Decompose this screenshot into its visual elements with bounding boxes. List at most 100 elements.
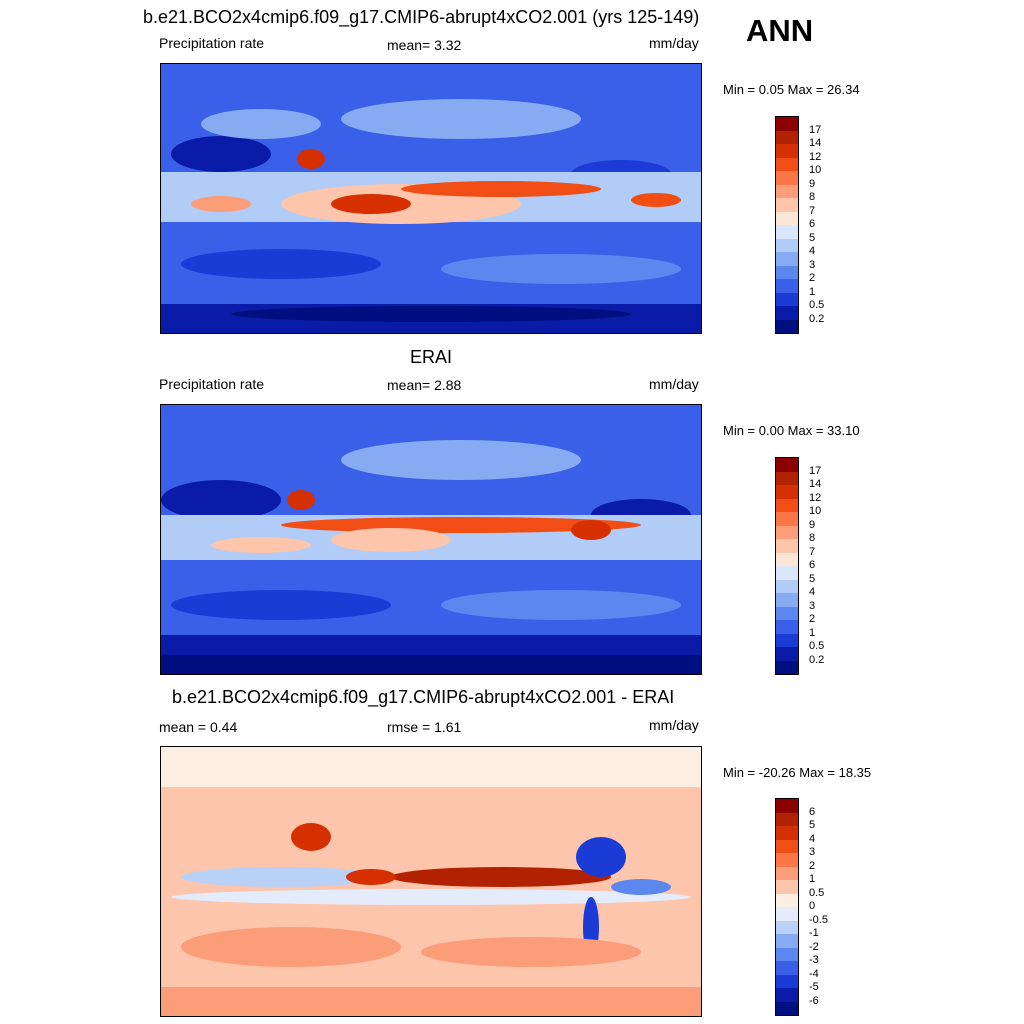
colorbar-swatch [776, 458, 798, 472]
colorbar-tick-label: 7 [809, 545, 816, 558]
colorbar-tick-label: 1 [809, 873, 816, 885]
colorbar-tick-label: -5 [809, 981, 819, 993]
colorbar-swatch [776, 920, 798, 934]
colorbar-tick-label: 4 [809, 586, 816, 598]
colorbar-tick-label: 2 [809, 613, 816, 625]
colorbar-swatch [776, 620, 798, 634]
colorbar-swatch [776, 826, 798, 840]
colorbar-swatch [776, 238, 798, 252]
panel1-mean-label: mean= 3.32 [387, 37, 462, 53]
colorbar-tick-label: -4 [809, 967, 819, 980]
panel2-mean-label: mean= 2.88 [387, 377, 462, 393]
panel2-title: ERAI [410, 347, 453, 367]
colorbar-tick-label: -0.5 [809, 913, 828, 926]
colorbar-swatch [776, 279, 798, 293]
panel2-colorbar: 17 14 12 10 9 8 7 6 5 4 3 2 1 0.5 0.2 [775, 457, 824, 675]
panel1-map [160, 63, 702, 334]
colorbar-swatch [776, 988, 798, 1002]
panel1-colorbar: 17 14 12 10 9 8 7 6 5 4 3 2 1 0.5 0.2 [775, 116, 824, 334]
colorbar-swatch [776, 853, 798, 867]
colorbar-tick-label: 4 [809, 832, 816, 845]
colorbar-swatch [776, 961, 798, 975]
colorbar-tick-label: -1 [809, 927, 819, 939]
colorbar-swatch [776, 319, 798, 333]
colorbar-swatch [776, 593, 798, 607]
panel3-title: b.e21.BCO2x4cmip6.f09_g17.CMIP6-abrupt4x… [172, 687, 675, 707]
panel1-variable-label: Precipitation rate [159, 35, 265, 51]
colorbar-swatch [776, 306, 798, 320]
colorbar-tick-label: -6 [809, 994, 819, 1007]
colorbar-swatch [776, 525, 798, 539]
colorbar-tick-label: 12 [809, 491, 822, 504]
season-label: ANN [746, 13, 814, 48]
panel3-map-field [161, 747, 701, 1016]
colorbar-tick-label: 0.2 [809, 653, 825, 666]
colorbar-tick-label: 12 [809, 150, 822, 163]
colorbar-tick-label: 6 [809, 218, 816, 230]
colorbar-tick-label: 9 [809, 177, 816, 190]
panel3-colorbar-swatches [775, 798, 799, 1016]
colorbar-tick-label: 3 [809, 599, 816, 612]
colorbar-swatch [776, 606, 798, 620]
colorbar-swatch [776, 880, 798, 894]
panel2-variable-label: Precipitation rate [159, 376, 265, 392]
panel3-units: mm/day [649, 717, 699, 733]
colorbar-swatch [776, 539, 798, 553]
colorbar-swatch [776, 566, 798, 580]
panel3-rmse-label: rmse = 1.61 [387, 719, 462, 735]
colorbar-tick-label: 10 [809, 505, 822, 517]
colorbar-swatch [776, 265, 798, 279]
colorbar-swatch [776, 866, 798, 880]
colorbar-swatch [776, 198, 798, 212]
colorbar-tick-label: 5 [809, 819, 816, 831]
colorbar-tick-label: 5 [809, 572, 816, 585]
colorbar-tick-label: 0.5 [809, 886, 825, 899]
colorbar-swatch [776, 117, 798, 131]
colorbar-swatch [776, 184, 798, 198]
colorbar-swatch [776, 660, 798, 674]
colorbar-swatch [776, 1001, 798, 1015]
colorbar-swatch [776, 812, 798, 826]
colorbar-swatch [776, 498, 798, 512]
panel1-colorbar-swatches [775, 116, 799, 334]
colorbar-swatch [776, 839, 798, 853]
colorbar-tick-label: 8 [809, 532, 816, 544]
panel3-colorbar: 6 5 4 3 2 1 0.5 0 -0.5 -1 -2 -3 -4 -5 -6 [775, 798, 828, 1016]
colorbar-swatch [776, 934, 798, 948]
colorbar-tick-label: 2 [809, 859, 816, 872]
colorbar-tick-label: 3 [809, 846, 816, 858]
panel3-minmax: Min = -20.26 Max = 18.35 [723, 765, 872, 780]
colorbar-tick-label: 0.2 [809, 312, 825, 325]
panel2-minmax: Min = 0.00 Max = 33.10 [723, 423, 860, 438]
colorbar-tick-label: 0 [809, 900, 816, 912]
colorbar-swatch [776, 579, 798, 593]
panel2-colorbar-swatches [775, 457, 799, 675]
colorbar-swatch [776, 225, 798, 239]
colorbar-tick-label: 4 [809, 245, 816, 257]
colorbar-swatch [776, 211, 798, 225]
panel1-title: b.e21.BCO2x4cmip6.f09_g17.CMIP6-abrupt4x… [143, 7, 700, 27]
colorbar-tick-label: -2 [809, 940, 819, 953]
colorbar-swatch [776, 907, 798, 921]
colorbar-swatch [776, 552, 798, 566]
colorbar-tick-label: 6 [809, 559, 816, 571]
colorbar-tick-label: 9 [809, 518, 816, 531]
colorbar-swatch [776, 144, 798, 158]
colorbar-tick-label: 7 [809, 204, 816, 217]
colorbar-swatch [776, 893, 798, 907]
panel3-mean-label: mean = 0.44 [159, 719, 238, 735]
colorbar-swatch [776, 512, 798, 526]
colorbar-tick-label: 14 [809, 137, 822, 149]
colorbar-tick-label: 1 [809, 626, 816, 639]
colorbar-swatch [776, 157, 798, 171]
panel2-map [160, 404, 702, 675]
colorbar-tick-label: 6 [809, 805, 816, 818]
colorbar-tick-label: 0.5 [809, 299, 825, 311]
panel1-units: mm/day [649, 35, 699, 51]
panel1-map-field [161, 64, 701, 333]
colorbar-tick-label: 14 [809, 478, 822, 490]
colorbar-tick-label: 17 [809, 464, 822, 477]
colorbar-swatch [776, 471, 798, 485]
colorbar-tick-label: 3 [809, 258, 816, 271]
colorbar-tick-label: 8 [809, 191, 816, 203]
